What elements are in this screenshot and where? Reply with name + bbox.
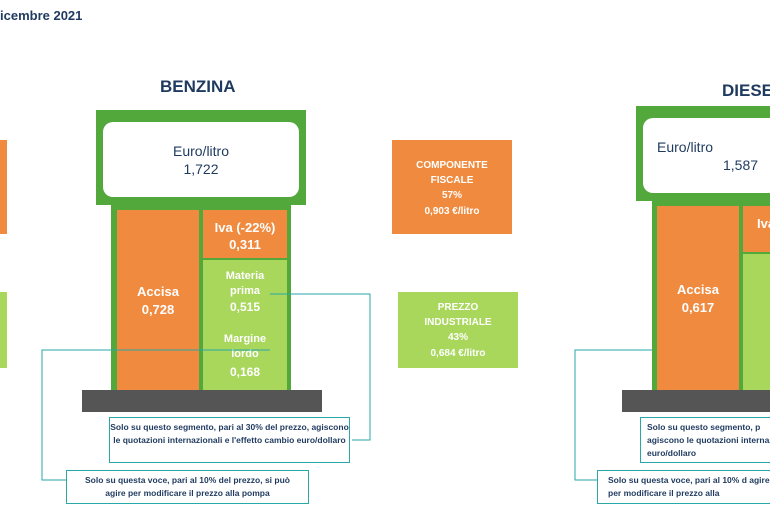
benzina-margine-value: 0,168	[229, 365, 261, 379]
benzina-materia-label: Materia prima	[225, 270, 265, 297]
benzina-iva-label: Iva (-22%)	[214, 220, 276, 235]
benzina-prezzo-industriale-box	[398, 292, 518, 368]
diesel-total-screen: Euro/litro 1,587	[643, 118, 770, 193]
benzina-materia-value: 0,515	[229, 300, 261, 314]
diesel-total-value: 1,587	[723, 157, 759, 173]
diesel-industriale-segment	[743, 254, 770, 390]
benzina-fiscale-value: 0,903 €/litro	[424, 206, 480, 217]
segment-callout: Solo su questo segmento, pari al 30% del…	[109, 417, 350, 463]
page-header: icembre 2021	[0, 8, 83, 23]
diesel-segment-callout: Solo su questo segmento, p agiscono le q…	[640, 417, 770, 463]
cropped-green-box	[0, 292, 7, 368]
benzina-materia-segment	[203, 260, 287, 390]
benzina-industriale-value: 0,684 €/litro	[430, 348, 486, 359]
benzina-fiscale-label: COMPONENTE FISCALE	[416, 160, 488, 186]
benzina-iva-segment	[203, 210, 287, 258]
benzina-total-screen: Euro/litro 1,722	[103, 122, 299, 197]
margine-connector	[41, 349, 270, 481]
cropped-orange-box	[0, 140, 7, 234]
benzina-pump-base	[82, 390, 322, 412]
diesel-accisa-segment	[657, 206, 739, 390]
diesel-iva-label: Iva	[757, 216, 770, 231]
benzina-title: BENZINA	[160, 77, 236, 96]
diesel-iva-segment	[743, 206, 770, 252]
benzina-accisa-value: 0,728	[141, 302, 175, 317]
materia-connector	[270, 293, 371, 441]
benzina-unit-label: Euro/litro	[172, 143, 230, 159]
benzina-industriale-percent: 43%	[447, 332, 468, 343]
benzina-fiscale-percent: 57%	[441, 190, 462, 201]
benzina-margine-label: Margine lordo	[223, 333, 267, 360]
benzina-accisa-segment	[117, 210, 199, 390]
diesel-voce-callout: Solo su questa voce, pari al 10% d agire…	[597, 470, 770, 504]
diesel-accisa-value: 0,617	[681, 300, 715, 315]
benzina-industriale-label: PREZZO INDUSTRIALE	[424, 302, 492, 328]
diesel-unit-label: Euro/litro	[657, 139, 714, 155]
benzina-iva-value: 0,311	[229, 237, 261, 252]
diesel-title: DIESEL	[722, 81, 770, 100]
voce-callout: Solo su questa voce, pari al 10% del pre…	[66, 470, 309, 504]
diesel-accisa-label: Accisa	[677, 282, 719, 297]
benzina-componente-fiscale-box	[392, 140, 512, 234]
benzina-total-value: 1,722	[183, 161, 219, 177]
benzina-accisa-label: Accisa	[137, 284, 179, 299]
diesel-pump-base	[622, 390, 770, 412]
